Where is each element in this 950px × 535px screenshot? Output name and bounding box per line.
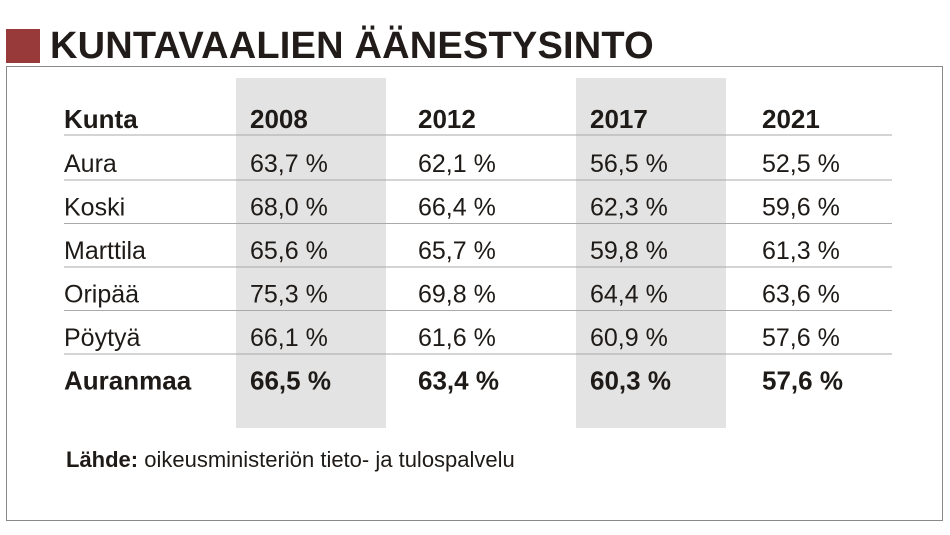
source-note: Lähde: oikeusministeriön tieto- ja tulos… bbox=[66, 447, 515, 473]
row-label: Aura bbox=[64, 150, 117, 178]
cell-value: 62,3 % bbox=[590, 194, 668, 222]
row-label: Oripää bbox=[64, 281, 139, 309]
source-text: oikeusministeriön tieto- ja tulospalvelu bbox=[144, 447, 515, 472]
cell-value: 75,3 % bbox=[250, 281, 328, 309]
column-header-2021: 2021 bbox=[762, 104, 820, 134]
cell-value: 65,6 % bbox=[250, 237, 328, 265]
cell-value: 60,9 % bbox=[590, 324, 668, 352]
row-label: Marttila bbox=[64, 237, 146, 265]
row-label: Pöytyä bbox=[64, 324, 141, 352]
cell-value: 65,7 % bbox=[418, 237, 496, 265]
title-square-icon bbox=[6, 29, 40, 63]
column-header-2012: 2012 bbox=[418, 104, 476, 134]
row-label: Koski bbox=[64, 194, 125, 222]
total-row-label: Auranmaa bbox=[64, 366, 192, 396]
cell-value: 64,4 % bbox=[590, 281, 668, 309]
cell-value: 66,4 % bbox=[418, 194, 496, 222]
total-cell-value: 66,5 % bbox=[250, 366, 331, 396]
cell-value: 62,1 % bbox=[418, 150, 496, 178]
total-cell-value: 57,6 % bbox=[762, 366, 843, 396]
chart-title: KUNTAVAALIEN ÄÄNESTYSINTO bbox=[50, 24, 654, 67]
column-header-2008: 2008 bbox=[250, 104, 308, 134]
title-bar: KUNTAVAALIEN ÄÄNESTYSINTO bbox=[6, 22, 654, 70]
cell-value: 59,6 % bbox=[762, 194, 840, 222]
cell-value: 68,0 % bbox=[250, 194, 328, 222]
cell-value: 52,5 % bbox=[762, 150, 840, 178]
cell-value: 63,6 % bbox=[762, 281, 840, 309]
cell-value: 61,6 % bbox=[418, 324, 496, 352]
table-frame bbox=[6, 66, 943, 521]
cell-value: 59,8 % bbox=[590, 237, 668, 265]
cell-value: 69,8 % bbox=[418, 281, 496, 309]
total-cell-value: 63,4 % bbox=[418, 366, 499, 396]
cell-value: 57,6 % bbox=[762, 324, 840, 352]
shade-column-2017 bbox=[576, 78, 726, 428]
shade-column-2008 bbox=[236, 78, 386, 428]
source-label: Lähde: bbox=[66, 447, 139, 472]
column-header-kunta: Kunta bbox=[64, 104, 138, 134]
cell-value: 61,3 % bbox=[762, 237, 840, 265]
cell-value: 66,1 % bbox=[250, 324, 328, 352]
cell-value: 63,7 % bbox=[250, 150, 328, 178]
cell-value: 56,5 % bbox=[590, 150, 668, 178]
total-cell-value: 60,3 % bbox=[590, 366, 671, 396]
column-header-2017: 2017 bbox=[590, 104, 648, 134]
